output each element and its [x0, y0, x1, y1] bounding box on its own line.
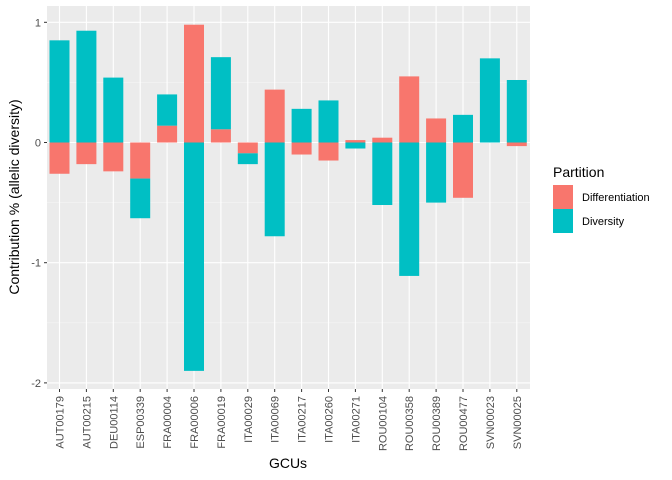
x-tick-label: FRA00019 [216, 396, 228, 449]
x-tick-label: DEU00114 [108, 396, 120, 449]
bar-diversity-ita00260 [318, 100, 339, 143]
bar-differentiation-rou00389 [426, 118, 447, 143]
bar-differentiation-rou00104 [372, 137, 393, 143]
bar-differentiation-ita00069 [264, 89, 285, 143]
bar-diversity-deu00114 [103, 77, 124, 143]
bar-differentiation-rou00477 [453, 142, 473, 198]
bar-differentiation-svn00025 [506, 142, 527, 147]
x-tick-label: ROU00477 [458, 396, 470, 451]
x-tick-label: ROU00104 [377, 396, 389, 451]
bar-differentiation-fra00004 [157, 125, 178, 143]
x-tick-label: FRA00006 [189, 396, 201, 449]
x-tick-label: ITA00260 [324, 396, 336, 443]
bar-differentiation-aut00179 [49, 142, 70, 174]
legend-key-diversity [553, 209, 573, 233]
x-tick-label: ITA00217 [297, 396, 309, 443]
x-tick-label: ESP00339 [135, 396, 147, 449]
bar-differentiation-ita00029 [237, 142, 258, 154]
x-tick-label: SVN00025 [512, 396, 524, 449]
plot-panel [47, 6, 530, 389]
x-tick-label: ITA00069 [270, 396, 282, 443]
y-tick-label: -1 [31, 258, 41, 270]
y-tick-label: -2 [31, 378, 41, 390]
x-tick-label: FRA00004 [162, 396, 174, 449]
bar-diversity-esp00339 [130, 178, 151, 219]
bars [49, 24, 527, 371]
x-tick-label: ITA00029 [243, 396, 255, 443]
bar-diversity-ita00217 [291, 108, 312, 143]
bar-differentiation-deu00114 [103, 142, 124, 172]
y-axis: 1 0 -1 -2 [31, 17, 47, 390]
x-axis: AUT00179 AUT00215 DEU00114 ESP00339 FRA00004… [55, 389, 524, 451]
bar-diversity-rou00389 [426, 142, 447, 203]
bar-diversity-rou00358 [399, 142, 420, 276]
legend-label-diversity: Diversity [582, 216, 625, 228]
bar-diversity-fra00019 [210, 57, 231, 130]
bar-differentiation-esp00339 [130, 142, 151, 179]
bar-differentiation-aut00215 [76, 142, 97, 165]
bar-differentiation-rou00358 [399, 76, 420, 143]
x-tick-label: ROU00389 [431, 396, 443, 451]
bar-diversity-ita00069 [264, 142, 285, 237]
legend-label-differentiation: Differentiation [582, 192, 650, 204]
bar-differentiation-ita00271 [345, 140, 366, 143]
legend-title: Partition [553, 164, 604, 180]
y-axis-title: Contribution % (allelic diversity) [6, 99, 22, 294]
x-tick-label: AUT00215 [81, 396, 93, 449]
x-axis-title: GCUs [269, 455, 307, 471]
minor-gridlines [47, 82, 530, 324]
bar-diversity-rou00104 [372, 142, 393, 206]
bar-differentiation-fra00006 [184, 24, 204, 143]
legend: Partition Differentiation Diversity [553, 164, 650, 233]
x-tick-label: AUT00179 [55, 396, 67, 449]
bar-diversity-ita00029 [237, 153, 258, 165]
y-tick-label: 1 [35, 17, 41, 29]
legend-key-differentiation [553, 185, 573, 209]
bar-diversity-fra00006 [184, 142, 204, 371]
bar-diversity-ita00271 [345, 142, 366, 149]
bar-diversity-svn00025 [506, 79, 527, 143]
bar-diversity-aut00215 [76, 30, 97, 143]
bar-differentiation-ita00260 [318, 142, 339, 161]
bar-diversity-svn00023 [479, 58, 500, 143]
bar-diversity-fra00004 [157, 94, 178, 126]
x-tick-label: SVN00023 [485, 396, 497, 449]
x-tick-label: ITA00271 [350, 396, 362, 443]
bar-diversity-aut00179 [49, 40, 70, 143]
bar-differentiation-fra00019 [210, 129, 231, 143]
y-tick-label: 0 [35, 138, 41, 150]
bar-differentiation-ita00217 [291, 142, 312, 155]
bar-diversity-rou00477 [453, 114, 473, 143]
x-tick-label: ROU00358 [404, 396, 416, 451]
